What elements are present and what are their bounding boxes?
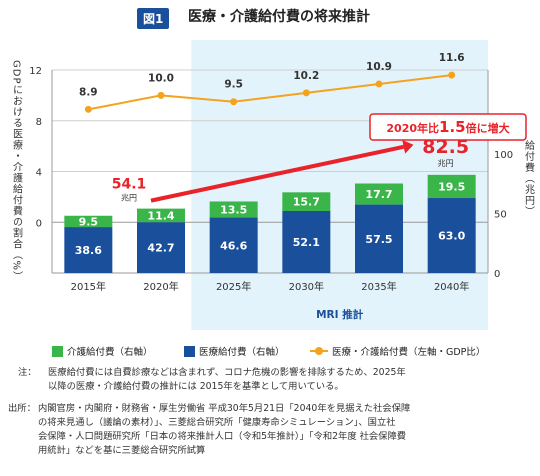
right-tick-label: 50 bbox=[494, 210, 507, 221]
legend-ratio-label: 医療・介護給付費（左軸・GDP比） bbox=[332, 347, 486, 358]
ratio-value-label: 10.2 bbox=[293, 70, 319, 82]
x-tick-label: 2030年 bbox=[289, 280, 324, 293]
care-bar-2030年 bbox=[282, 192, 331, 212]
ratio-value-label: 9.5 bbox=[224, 79, 243, 91]
ratio-value-label: 11.6 bbox=[439, 52, 465, 64]
ratio-point bbox=[84, 105, 92, 113]
medical-value-label: 63.0 bbox=[438, 230, 465, 243]
medical-bar-2030年 bbox=[282, 211, 331, 273]
care-value-label: 13.5 bbox=[220, 204, 247, 217]
care-value-label: 17.7 bbox=[365, 188, 392, 201]
footnote-line-1: 医療給付費には自費診療などは含まれず、コロナ危機の影響を排除するため、2025年 bbox=[48, 367, 406, 378]
left-tick-label: 4 bbox=[36, 168, 42, 179]
care-bar-2035年 bbox=[355, 183, 403, 205]
x-tick-label: 2020年 bbox=[143, 280, 178, 293]
source-line-3: 会保障・人口問題研究所「日本の将来推計人口（令和5年推計）」「令和2年度 社会保… bbox=[38, 431, 407, 442]
growth-arrow bbox=[150, 144, 405, 203]
legend-ratio: 医療・介護給付費（左軸・GDP比） bbox=[310, 344, 485, 358]
callout-box bbox=[369, 113, 527, 141]
source-body: 内閣官房・内閣府・財務省・厚生労働省 平成30年5月21日「2040年を見据えた… bbox=[38, 402, 410, 458]
source-line-1: 内閣官房・内閣府・財務省・厚生労働省 平成30年5月21日「2040年を見据えた… bbox=[38, 403, 411, 414]
left-tick-label: 12 bbox=[29, 66, 42, 77]
source-line-4: 用統計」などを基に三菱総合研究所試算 bbox=[38, 445, 206, 456]
ratio-point bbox=[230, 98, 238, 106]
care-value-label: 19.5 bbox=[438, 180, 465, 193]
source-note: 出所： 内閣官房・内閣府・財務省・厚生労働省 平成30年5月21日「2040年を… bbox=[8, 402, 538, 468]
ratio-value-label: 10.9 bbox=[366, 61, 392, 73]
medical-value-label: 46.6 bbox=[220, 239, 247, 252]
ratio-point bbox=[448, 71, 456, 79]
chart-title: 医療・介護給付費の将来推計 bbox=[188, 9, 370, 25]
medical-value-label: 57.5 bbox=[365, 233, 392, 246]
care-value-label: 11.4 bbox=[147, 209, 174, 222]
right-tick-label: 0 bbox=[494, 269, 500, 280]
end-total-unit: 兆円 bbox=[438, 158, 454, 168]
right-axis-label: 給付費（兆円） bbox=[523, 139, 535, 217]
care-bar-2025年 bbox=[209, 201, 258, 218]
left-tick-label: 8 bbox=[36, 117, 42, 128]
source-line-2: の将来見通し（議論の素材）」、三菱総合研究所「健康寿命シミュレーション」、国立社 bbox=[38, 417, 396, 428]
medical-bar-2015年 bbox=[64, 227, 113, 273]
x-tick-label: 2035年 bbox=[361, 280, 396, 293]
medical-value-label: 38.6 bbox=[75, 244, 102, 257]
forecast-label: MRI 推計 bbox=[316, 308, 364, 321]
footnote-line-2: 以降の医療・介護給付費の推計には 2015年を基準として用いている。 bbox=[48, 381, 344, 392]
ratio-point bbox=[157, 91, 165, 99]
legend-medical: 医療給付費（右軸） bbox=[184, 344, 285, 358]
legend-care-label: 介護給付費（右軸） bbox=[67, 347, 153, 358]
medical-bar-2040年 bbox=[427, 198, 476, 273]
footnote: 注： 医療給付費には自費診療などは含まれず、コロナ危機の影響を排除するため、20… bbox=[18, 366, 538, 396]
legend-ratio-swatch bbox=[310, 346, 328, 356]
source-label: 出所： bbox=[8, 403, 36, 414]
footnote-label: 注： bbox=[18, 367, 37, 378]
care-bar-2015年 bbox=[64, 215, 113, 228]
footnote-body: 医療給付費には自費診療などは含まれず、コロナ危機の影響を排除するため、2025年… bbox=[48, 366, 406, 394]
start-total-label: 54.1 bbox=[112, 177, 147, 193]
legend-medical-label: 医療給付費（右軸） bbox=[199, 347, 285, 358]
medical-value-label: 52.1 bbox=[293, 236, 320, 249]
care-value-label: 15.7 bbox=[293, 196, 320, 209]
care-value-label: 9.5 bbox=[79, 215, 99, 228]
medical-bar-2020年 bbox=[137, 222, 185, 273]
ratio-line bbox=[88, 74, 452, 111]
care-bar-2040年 bbox=[427, 174, 476, 199]
ratio-value-label: 8.9 bbox=[79, 86, 98, 98]
legend-medical-swatch bbox=[184, 345, 195, 357]
right-tick-label: 100 bbox=[494, 150, 513, 161]
medical-value-label: 42.7 bbox=[147, 242, 174, 255]
medical-bar-2035年 bbox=[355, 204, 403, 273]
growth-arrow-head bbox=[402, 139, 414, 154]
legend-care-swatch bbox=[52, 345, 63, 357]
care-bar-2020年 bbox=[137, 208, 185, 223]
left-axis-label: GDPにおける医療・介護給付費の割合（%） bbox=[11, 60, 23, 282]
x-tick-label: 2040年 bbox=[434, 280, 469, 293]
callout-text: 2020年比1.5倍に増大 bbox=[386, 118, 509, 136]
x-tick-label: 2015年 bbox=[71, 280, 106, 293]
legend-care: 介護給付費（右軸） bbox=[52, 344, 153, 358]
x-tick-label: 2025年 bbox=[216, 280, 251, 293]
left-tick-label: 0 bbox=[36, 218, 42, 229]
end-total-label: 82.5 bbox=[422, 136, 469, 158]
ratio-point bbox=[375, 80, 383, 88]
ratio-value-label: 10.0 bbox=[148, 72, 174, 84]
benefit-chart: 12 8 4 0 100 50 0 GDPにおける医療・介護給付費の割合（%） 給付費（兆円） 3… bbox=[11, 40, 535, 330]
figure-badge: 図1 bbox=[137, 8, 170, 29]
start-total-unit: 兆円 bbox=[121, 193, 137, 203]
ratio-point bbox=[302, 89, 310, 97]
medical-bar-2025年 bbox=[209, 217, 258, 273]
